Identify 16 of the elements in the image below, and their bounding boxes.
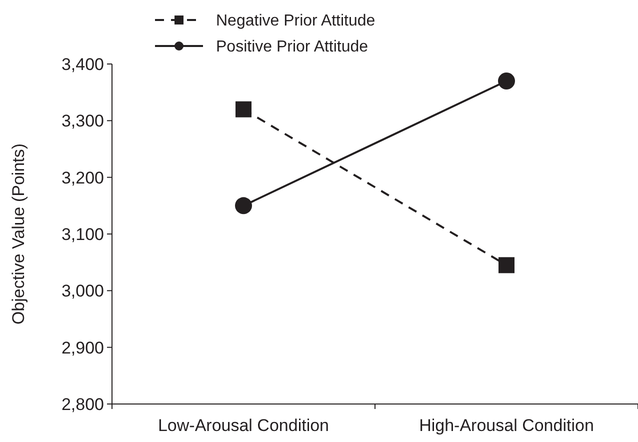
legend-label: Negative Prior Attitude [216, 12, 376, 30]
y-tick-label: 3,100 [61, 224, 104, 244]
point [235, 197, 252, 214]
legend-label: Positive Prior Attitude [216, 38, 368, 56]
y-tick-label: 2,900 [61, 338, 104, 358]
y-axis-title: Objective Value (Points) [9, 143, 28, 325]
point [498, 257, 514, 274]
point [236, 101, 252, 118]
y-tick-label: 3,300 [61, 112, 104, 131]
x-tick-label: Low-Arousal Condition [158, 416, 330, 435]
x-tick-label: High-Arousal Condition [419, 416, 594, 435]
y-tick-label: 3,000 [61, 282, 104, 301]
y-tick-label: 2,800 [61, 394, 104, 414]
point [498, 72, 515, 90]
y-tick-label: 3,400 [61, 54, 104, 74]
y-tick-label: 3,200 [61, 168, 104, 188]
